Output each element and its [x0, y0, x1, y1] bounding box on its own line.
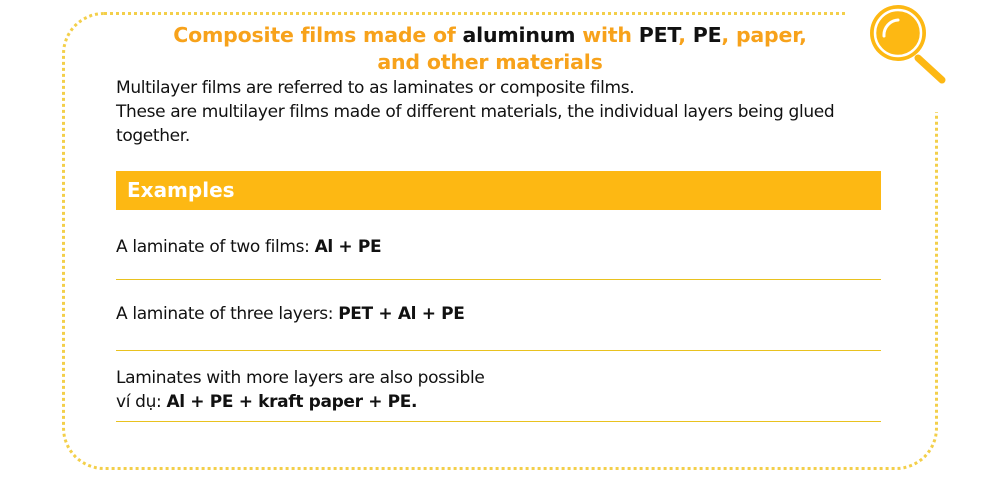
title-part: and other materials	[377, 50, 603, 74]
title-part: PE	[692, 23, 722, 47]
example-text: A laminate of two films:	[116, 237, 315, 257]
examples-heading: Examples	[116, 171, 881, 210]
intro-line: These are multilayer films made of diffe…	[116, 102, 835, 146]
divider	[116, 350, 881, 351]
example-item: A laminate of three layers: PET + Al + P…	[116, 302, 881, 326]
example-item: Laminates with more layers are also poss…	[116, 366, 881, 414]
example-formula: Al + PE	[314, 237, 382, 257]
title-part: Composite films made of	[173, 23, 463, 47]
divider	[116, 421, 881, 422]
example-formula: Al + PE + kraft paper + PE.	[166, 392, 418, 412]
example-text: ví dụ:	[116, 392, 167, 412]
magnifier-icon	[870, 5, 946, 84]
example-text: Laminates with more layers are also poss…	[116, 368, 485, 388]
intro-line: Multilayer films are referred to as lami…	[116, 78, 635, 98]
example-item: A laminate of two films: Al + PE	[116, 235, 881, 259]
dotted-frame	[62, 12, 938, 470]
example-text: A laminate of three layers:	[116, 304, 339, 324]
intro-text: Multilayer films are referred to as lami…	[116, 76, 896, 148]
divider	[116, 279, 881, 280]
title-part: ,	[678, 23, 693, 47]
example-formula: PET + Al + PE	[338, 304, 465, 324]
title-part: PET	[638, 23, 679, 47]
title-part: , paper,	[721, 23, 807, 47]
title-part: with	[575, 23, 639, 47]
title-part: aluminum	[462, 23, 576, 47]
page-title: Composite films made of aluminum with PE…	[100, 22, 880, 76]
